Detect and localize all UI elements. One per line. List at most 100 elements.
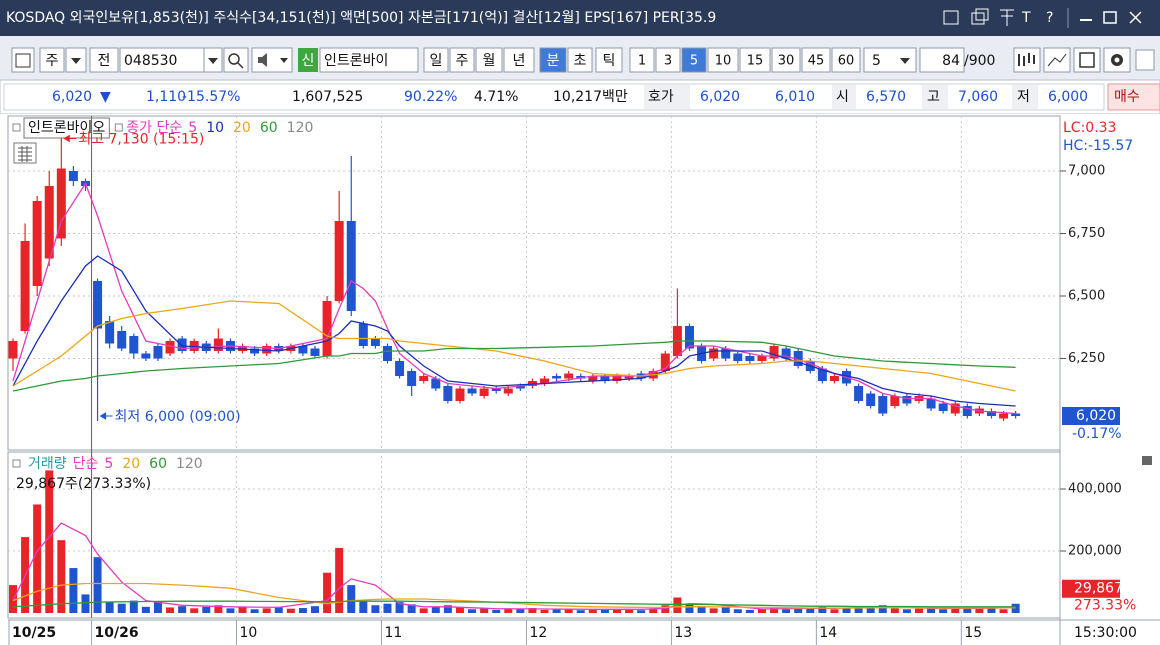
volume-bar: [951, 607, 960, 613]
candle-body: [552, 376, 562, 379]
candle-body: [684, 326, 694, 349]
volume-bar: [987, 608, 996, 613]
count-input[interactable]: [919, 47, 965, 73]
interval-button-text: 1: [638, 54, 646, 69]
icon-copy[interactable]: [975, 8, 989, 21]
icon-maximize[interactable]: [1103, 11, 1117, 24]
period-tab[interactable]: [449, 47, 475, 73]
x-tick-label: 15: [964, 625, 982, 641]
buy-button[interactable]: [1107, 83, 1160, 111]
volume-tag-label: 29,867: [1074, 581, 1123, 597]
volume-bar: [262, 608, 271, 613]
name-input-text: 인트론바이: [324, 53, 388, 69]
checkbox[interactable]: [1135, 49, 1155, 71]
interval-button[interactable]: [771, 47, 801, 73]
period-tab[interactable]: [475, 47, 503, 73]
title-bar: [0, 0, 1160, 36]
volume-bar: [226, 608, 235, 613]
interval-button[interactable]: [655, 47, 681, 73]
code-input[interactable]: [119, 47, 205, 73]
icon-pin[interactable]: [1000, 9, 1014, 26]
tool-button[interactable]: [1013, 47, 1041, 73]
legend-entry: 120: [176, 456, 203, 472]
icon-help[interactable]: ?: [1046, 10, 1053, 26]
price-tag-change: -0.17%: [1072, 426, 1122, 442]
volume-bar: [431, 606, 440, 613]
label-box: [832, 85, 856, 109]
market-select[interactable]: [39, 47, 65, 73]
ma-line: [12, 582, 1016, 609]
volume-bar: [697, 606, 706, 613]
volume-bar: [45, 470, 54, 613]
volume-bar: [166, 607, 175, 613]
volume-bar: [335, 547, 344, 613]
low-label: 저: [1017, 89, 1030, 105]
volume-bar: [709, 608, 718, 613]
search-button[interactable]: [223, 47, 249, 73]
candle-body: [346, 221, 356, 311]
legend-entry: 10: [206, 120, 224, 136]
volume-bar: [576, 610, 585, 613]
interval-button[interactable]: [739, 47, 771, 73]
candle-body: [709, 348, 719, 359]
volume-bar: [745, 609, 754, 613]
volume-bar: [395, 602, 404, 613]
volume-bar: [69, 568, 78, 613]
quote-box: [3, 83, 1105, 111]
candle-body: [890, 396, 900, 406]
candle-body: [721, 348, 731, 359]
volume-bar: [516, 609, 525, 613]
candle-body: [310, 348, 320, 356]
interval-combo-text: 5: [872, 53, 881, 69]
chart-area: [0, 114, 1160, 645]
icon-close[interactable]: [1129, 11, 1142, 24]
volume-bar: [33, 504, 42, 613]
amount: 10,217백만: [553, 89, 628, 105]
change-rate: -15.57%: [182, 89, 240, 105]
period-tab[interactable]: [595, 47, 623, 73]
icon-copy[interactable]: [971, 12, 985, 25]
volume-bar: [600, 608, 609, 613]
volume-bar: [528, 608, 537, 613]
bid-price: 6,010: [775, 89, 815, 105]
volume-bar: [93, 557, 102, 613]
name-input[interactable]: [319, 47, 419, 73]
period-tab[interactable]: [503, 47, 535, 73]
interval-button[interactable]: [707, 47, 739, 73]
period-tab[interactable]: [423, 47, 449, 73]
volume-bar: [806, 608, 815, 613]
volume-bar: [540, 609, 549, 613]
volume-bar: [794, 607, 803, 613]
bid-price: 6,020: [700, 89, 740, 105]
icon-text[interactable]: T: [1021, 10, 1031, 26]
period-tab-text: 년: [513, 53, 526, 69]
period-tab[interactable]: [567, 47, 593, 73]
new-badge[interactable]: [298, 48, 318, 72]
new-badge-text: 신: [302, 53, 315, 69]
interval-button[interactable]: [831, 47, 861, 73]
candle-body: [455, 388, 465, 401]
volume-bar: [685, 603, 694, 613]
interval-button[interactable]: [681, 47, 707, 73]
candle-body: [358, 323, 368, 346]
save-button[interactable]: [1073, 47, 1101, 73]
candle-body: [769, 346, 779, 359]
candle-body: [600, 376, 610, 381]
volume-bar: [468, 609, 477, 613]
candle-body: [93, 281, 103, 329]
panel-close-icon[interactable]: [1142, 456, 1152, 465]
title-text: KOSDAQ 외국인보유[1,853(천)] 주식수[34,151(천)] 액면…: [6, 10, 716, 26]
volume-bar: [830, 609, 839, 613]
icon-window[interactable]: [943, 10, 959, 25]
volume-bar: [552, 609, 561, 613]
interval-button[interactable]: [629, 47, 655, 73]
prev-button[interactable]: [89, 47, 119, 73]
interval-button[interactable]: [801, 47, 831, 73]
x-tick-label: 10/25: [12, 625, 56, 641]
period-tab[interactable]: [539, 47, 567, 73]
volume-bar: [105, 602, 114, 613]
menu-button[interactable]: [11, 47, 35, 73]
candle-body: [745, 356, 755, 361]
period-tab-text: 초: [574, 53, 587, 69]
